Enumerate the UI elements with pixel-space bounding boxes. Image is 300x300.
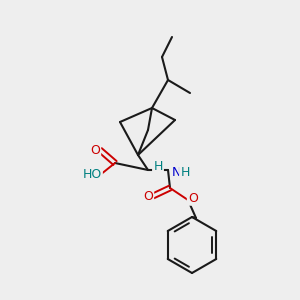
Text: H: H <box>180 166 190 178</box>
Text: H: H <box>153 160 163 173</box>
Text: O: O <box>188 191 198 205</box>
Text: O: O <box>90 143 100 157</box>
Text: O: O <box>143 190 153 202</box>
Text: N: N <box>171 166 181 178</box>
Text: HO: HO <box>82 169 102 182</box>
